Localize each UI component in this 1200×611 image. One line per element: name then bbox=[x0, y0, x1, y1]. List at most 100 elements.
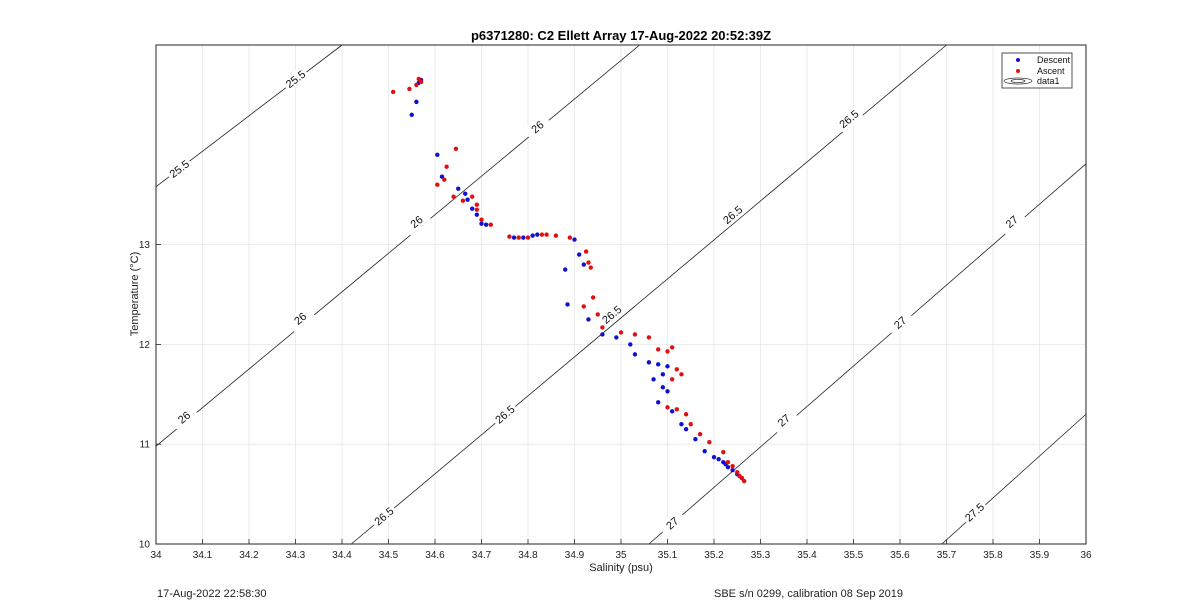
footer-calibration: SBE s/n 0299, calibration 08 Sep 2019 bbox=[714, 588, 903, 600]
point-descent bbox=[669, 409, 675, 414]
contour-label-bg bbox=[657, 509, 687, 537]
point-ascent bbox=[588, 265, 593, 270]
point-ascent bbox=[730, 463, 735, 469]
point-ascent bbox=[479, 217, 484, 222]
contour-label-bg bbox=[997, 207, 1027, 236]
point-descent bbox=[651, 377, 656, 382]
point-ascent bbox=[567, 235, 573, 240]
density-contour-line bbox=[155, 44, 640, 447]
point-ascent bbox=[507, 234, 512, 239]
point-ascent bbox=[435, 182, 440, 187]
contour-label-bg bbox=[164, 155, 194, 183]
point-ascent bbox=[418, 79, 424, 85]
x-tick-label: 35.9 bbox=[1030, 550, 1050, 561]
point-descent bbox=[456, 186, 461, 191]
footer-timestamp: 17-Aug-2022 22:58:30 bbox=[157, 588, 267, 600]
x-tick-label: 35 bbox=[615, 550, 627, 561]
point-ascent bbox=[553, 233, 559, 238]
point-descent bbox=[530, 233, 535, 238]
point-descent bbox=[660, 385, 666, 390]
legend-label-data1: data1 bbox=[1037, 76, 1060, 86]
y-axis-label: Temperature (°C) bbox=[129, 252, 141, 336]
point-descent bbox=[572, 237, 577, 242]
x-tick-label: 34.5 bbox=[379, 550, 399, 561]
point-descent bbox=[730, 467, 735, 473]
x-tick-label: 34 bbox=[150, 550, 162, 561]
point-descent bbox=[693, 437, 698, 442]
point-ascent bbox=[474, 207, 480, 212]
axis-ticks: 34 34.1 34.2 34.3 34.4 34.5 34.6 34.7 34.8 34.9 35… bbox=[139, 240, 1092, 561]
point-ascent bbox=[470, 194, 475, 199]
point-ascent bbox=[488, 222, 493, 227]
legend-marker-ascent bbox=[1016, 69, 1020, 73]
point-ascent bbox=[679, 372, 684, 377]
contour-label-bg bbox=[597, 300, 627, 329]
point-ascent bbox=[544, 232, 549, 237]
grid bbox=[155, 45, 1087, 545]
x-tick-label: 34.7 bbox=[472, 550, 492, 561]
x-tick-label: 35.3 bbox=[751, 550, 771, 561]
contour-label-bg bbox=[369, 502, 399, 530]
y-tick-label: 10 bbox=[139, 540, 151, 551]
point-descent bbox=[474, 212, 480, 217]
legend-label-ascent: Ascent bbox=[1037, 66, 1065, 76]
point-descent bbox=[646, 360, 652, 365]
point-ascent bbox=[590, 295, 596, 300]
contour-label: 26 bbox=[408, 214, 425, 231]
point-ascent bbox=[632, 332, 638, 337]
y-tick-label: 12 bbox=[139, 340, 151, 351]
legend-label-descent: Descent bbox=[1037, 55, 1071, 65]
contour-label: 26 bbox=[176, 409, 193, 426]
point-ascent bbox=[525, 235, 531, 240]
point-descent bbox=[716, 456, 721, 462]
point-descent bbox=[581, 262, 586, 267]
point-ascent bbox=[697, 432, 703, 437]
point-descent bbox=[711, 454, 717, 460]
point-descent bbox=[435, 152, 440, 157]
contour-label-bg bbox=[885, 308, 915, 337]
point-ascent bbox=[735, 469, 740, 475]
x-tick-label: 35.6 bbox=[890, 550, 910, 561]
point-descent bbox=[563, 267, 568, 272]
point-ascent bbox=[707, 440, 712, 445]
point-ascent bbox=[451, 194, 456, 199]
x-tick-label: 34.6 bbox=[425, 550, 445, 561]
point-ascent bbox=[618, 330, 624, 335]
point-descent bbox=[683, 427, 689, 432]
point-ascent bbox=[665, 349, 670, 354]
point-ascent bbox=[583, 249, 589, 254]
point-ascent bbox=[474, 202, 480, 207]
point-descent bbox=[511, 235, 517, 240]
point-ascent bbox=[581, 304, 586, 309]
contour-label-bg bbox=[834, 105, 864, 133]
x-tick-label: 34.2 bbox=[239, 550, 259, 561]
point-descent bbox=[535, 232, 540, 237]
contour-label-bg bbox=[718, 200, 748, 229]
legend: Descent Ascent data1 bbox=[1001, 52, 1073, 89]
point-ascent bbox=[742, 478, 747, 484]
contour-label-bg bbox=[769, 406, 799, 435]
x-tick-label: 35.8 bbox=[983, 550, 1003, 561]
point-descent bbox=[470, 206, 475, 211]
point-ascent bbox=[600, 325, 605, 330]
point-descent bbox=[614, 335, 619, 340]
point-descent bbox=[660, 372, 666, 377]
point-ascent bbox=[669, 345, 675, 350]
point-descent bbox=[665, 364, 670, 369]
point-ascent bbox=[674, 367, 679, 372]
x-tick-label: 34.3 bbox=[286, 550, 306, 561]
contour-label-bg bbox=[285, 304, 315, 333]
point-descent bbox=[600, 332, 605, 337]
point-descent bbox=[439, 174, 445, 179]
point-ascent bbox=[656, 347, 661, 352]
contour-label-bg bbox=[280, 65, 311, 93]
x-tick-label: 35.5 bbox=[844, 550, 864, 561]
point-ascent bbox=[460, 198, 466, 203]
point-ascent bbox=[669, 377, 675, 382]
point-ascent bbox=[595, 312, 600, 317]
point-ascent bbox=[414, 82, 419, 88]
point-descent bbox=[414, 99, 419, 105]
point-descent bbox=[702, 448, 707, 454]
chart-title: p6371280: C2 Ellett Array 17-Aug-2022 20… bbox=[471, 28, 771, 43]
